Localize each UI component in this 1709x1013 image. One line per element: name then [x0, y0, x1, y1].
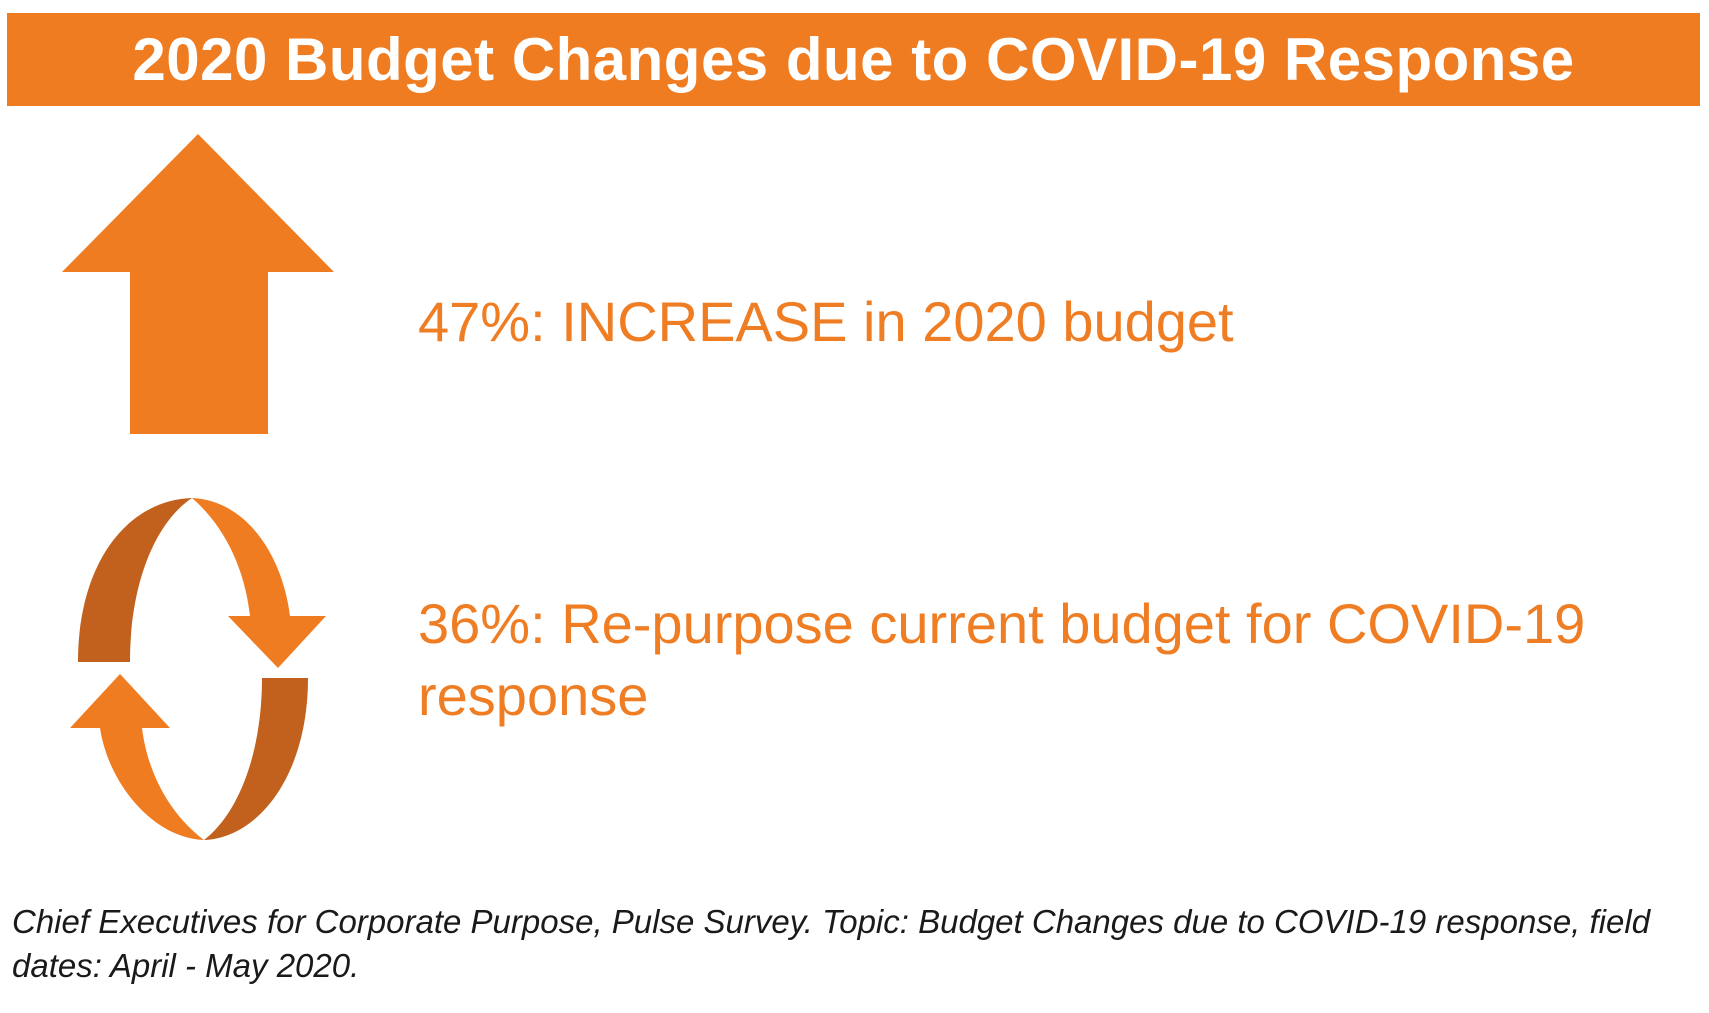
stat-increase: 47%: INCREASE in 2020 budget	[418, 290, 1234, 353]
up-arrow-icon	[60, 132, 336, 436]
title-banner: 2020 Budget Changes due to COVID-19 Resp…	[7, 13, 1700, 106]
stat-repurpose: 36%: Re-purpose current budget for COVID…	[418, 592, 1586, 727]
cycle-arrows-icon	[68, 492, 328, 846]
page-title: 2020 Budget Changes due to COVID-19 Resp…	[132, 26, 1575, 93]
source-note: Chief Executives for Corporate Purpose, …	[12, 903, 1651, 984]
